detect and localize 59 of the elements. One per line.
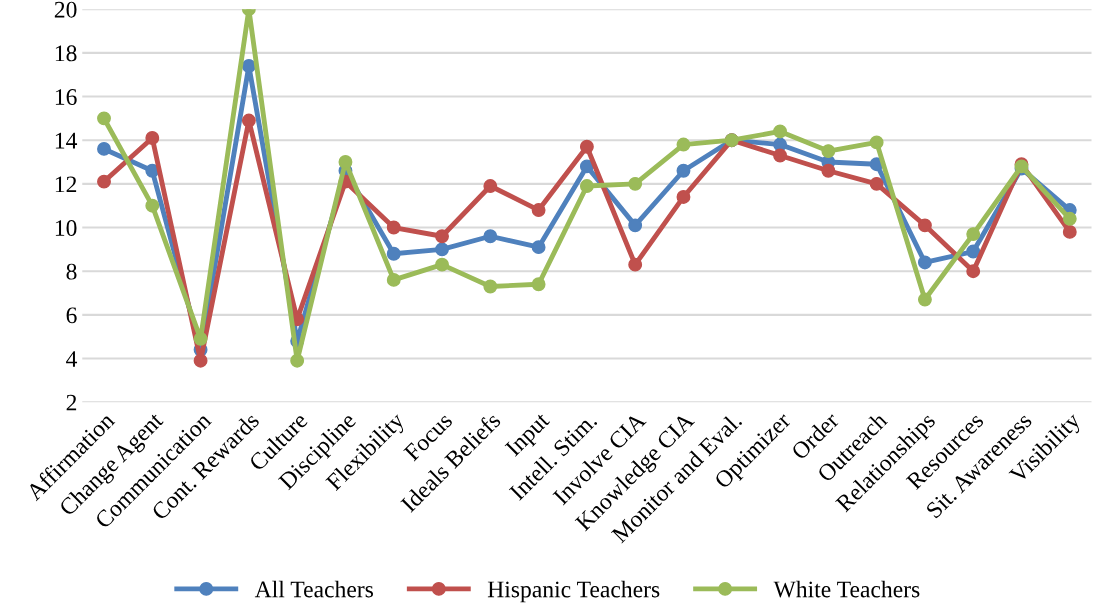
point bbox=[386, 246, 401, 261]
point bbox=[386, 220, 401, 235]
y-tick-label: 20 bbox=[54, 1, 77, 18]
point bbox=[821, 163, 836, 178]
point bbox=[193, 331, 208, 346]
point bbox=[483, 179, 498, 193]
point bbox=[483, 229, 498, 244]
point bbox=[917, 292, 932, 307]
point bbox=[917, 255, 932, 270]
point bbox=[676, 163, 691, 178]
y-tick-label: 10 bbox=[55, 220, 77, 236]
point bbox=[241, 113, 256, 128]
point bbox=[579, 159, 594, 174]
point bbox=[386, 272, 401, 287]
legend-label: All Teachers bbox=[254, 580, 374, 598]
y-tick-label: 16 bbox=[55, 89, 77, 105]
point bbox=[1062, 224, 1077, 239]
y-tick-label: 18 bbox=[55, 45, 77, 62]
point bbox=[435, 257, 449, 272]
point bbox=[628, 218, 643, 233]
point bbox=[483, 279, 498, 294]
point bbox=[917, 218, 932, 233]
point bbox=[676, 190, 691, 204]
point bbox=[773, 137, 787, 152]
point bbox=[966, 244, 981, 259]
point bbox=[97, 111, 111, 126]
y-tick-label: 12 bbox=[55, 176, 77, 193]
point bbox=[579, 179, 594, 193]
point bbox=[579, 139, 594, 154]
point bbox=[531, 203, 546, 218]
point bbox=[966, 264, 981, 279]
legend-label: Hispanic Teachers bbox=[487, 580, 660, 603]
point bbox=[97, 174, 111, 189]
point bbox=[531, 277, 546, 292]
point bbox=[97, 141, 111, 156]
point bbox=[628, 176, 643, 191]
y-tick-label: 2 bbox=[66, 394, 77, 411]
y-tick-label: 6 bbox=[66, 307, 77, 324]
point bbox=[676, 137, 691, 152]
point bbox=[869, 135, 884, 150]
point bbox=[773, 148, 787, 163]
point bbox=[773, 124, 787, 139]
point bbox=[821, 144, 836, 159]
point bbox=[145, 198, 160, 213]
point bbox=[628, 257, 643, 272]
y-tick-label: 8 bbox=[66, 263, 77, 280]
point bbox=[290, 353, 305, 368]
y-tick-label: 4 bbox=[66, 351, 78, 367]
point bbox=[531, 240, 546, 255]
point bbox=[193, 353, 208, 368]
y-tick-label: 14 bbox=[55, 132, 78, 149]
point bbox=[966, 227, 981, 242]
point bbox=[145, 131, 160, 145]
point bbox=[1062, 211, 1077, 226]
point bbox=[435, 242, 449, 257]
point bbox=[435, 229, 449, 244]
point bbox=[869, 176, 884, 191]
point bbox=[338, 155, 353, 169]
legend-label: White Teachers bbox=[773, 580, 920, 598]
